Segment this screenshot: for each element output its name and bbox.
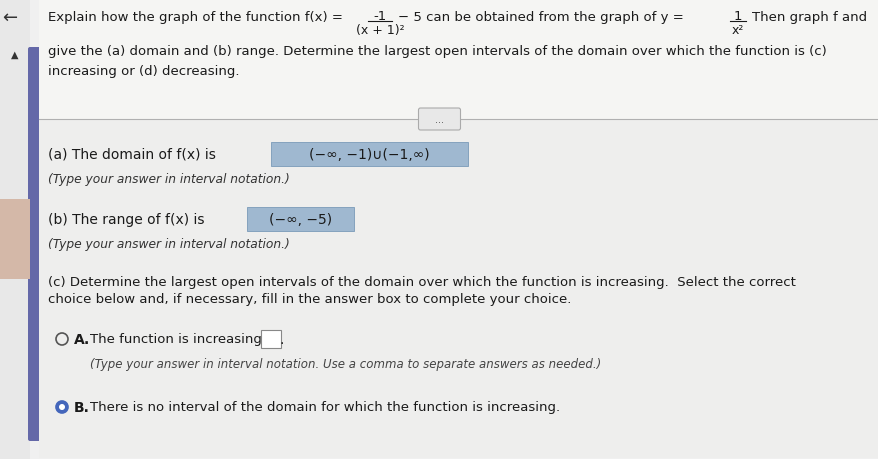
FancyBboxPatch shape	[39, 0, 878, 120]
Circle shape	[56, 401, 68, 413]
Text: − 5 can be obtained from the graph of y =: − 5 can be obtained from the graph of y …	[398, 11, 683, 24]
Text: (c) Determine the largest open intervals of the domain over which the function i: (c) Determine the largest open intervals…	[48, 276, 795, 289]
Text: B.: B.	[74, 400, 90, 414]
FancyBboxPatch shape	[247, 207, 354, 231]
Text: increasing or (d) decreasing.: increasing or (d) decreasing.	[48, 65, 239, 78]
Text: give the (a) domain and (b) range. Determine the largest open intervals of the d: give the (a) domain and (b) range. Deter…	[48, 45, 826, 58]
Text: The function is increasing on: The function is increasing on	[90, 333, 283, 346]
FancyBboxPatch shape	[28, 48, 41, 441]
Text: ▲: ▲	[11, 50, 18, 60]
Text: .: .	[280, 332, 284, 346]
FancyBboxPatch shape	[0, 0, 30, 459]
Text: Then graph f and: Then graph f and	[752, 11, 866, 24]
FancyBboxPatch shape	[261, 330, 281, 348]
Text: (−∞, −1)∪(−1,∞): (−∞, −1)∪(−1,∞)	[309, 148, 429, 162]
FancyBboxPatch shape	[39, 121, 878, 458]
Text: choice below and, if necessary, fill in the answer box to complete your choice.: choice below and, if necessary, fill in …	[48, 293, 571, 306]
Text: A.: A.	[74, 332, 90, 346]
Text: ←: ←	[3, 9, 18, 27]
Circle shape	[59, 404, 65, 410]
Text: Explain how the graph of the function f(x) =: Explain how the graph of the function f(…	[48, 11, 342, 24]
Text: x²: x²	[731, 24, 744, 37]
Text: (a) The domain of f(x) is: (a) The domain of f(x) is	[48, 148, 220, 162]
Text: ...: ...	[435, 115, 443, 125]
Text: (b) The range of f(x) is: (b) The range of f(x) is	[48, 213, 209, 226]
FancyBboxPatch shape	[270, 143, 467, 167]
Text: (Type your answer in interval notation.): (Type your answer in interval notation.)	[48, 237, 290, 251]
Text: There is no interval of the domain for which the function is increasing.: There is no interval of the domain for w…	[90, 401, 559, 414]
FancyBboxPatch shape	[418, 109, 460, 131]
Text: (−∞, −5): (−∞, −5)	[269, 213, 332, 226]
Text: (Type your answer in interval notation.): (Type your answer in interval notation.)	[48, 173, 290, 185]
Text: 1: 1	[733, 10, 741, 23]
Text: (x + 1)²: (x + 1)²	[356, 24, 404, 37]
FancyBboxPatch shape	[0, 200, 30, 280]
Text: (Type your answer in interval notation. Use a comma to separate answers as neede: (Type your answer in interval notation. …	[90, 357, 601, 370]
FancyBboxPatch shape	[30, 0, 878, 459]
Text: -1: -1	[373, 10, 386, 23]
